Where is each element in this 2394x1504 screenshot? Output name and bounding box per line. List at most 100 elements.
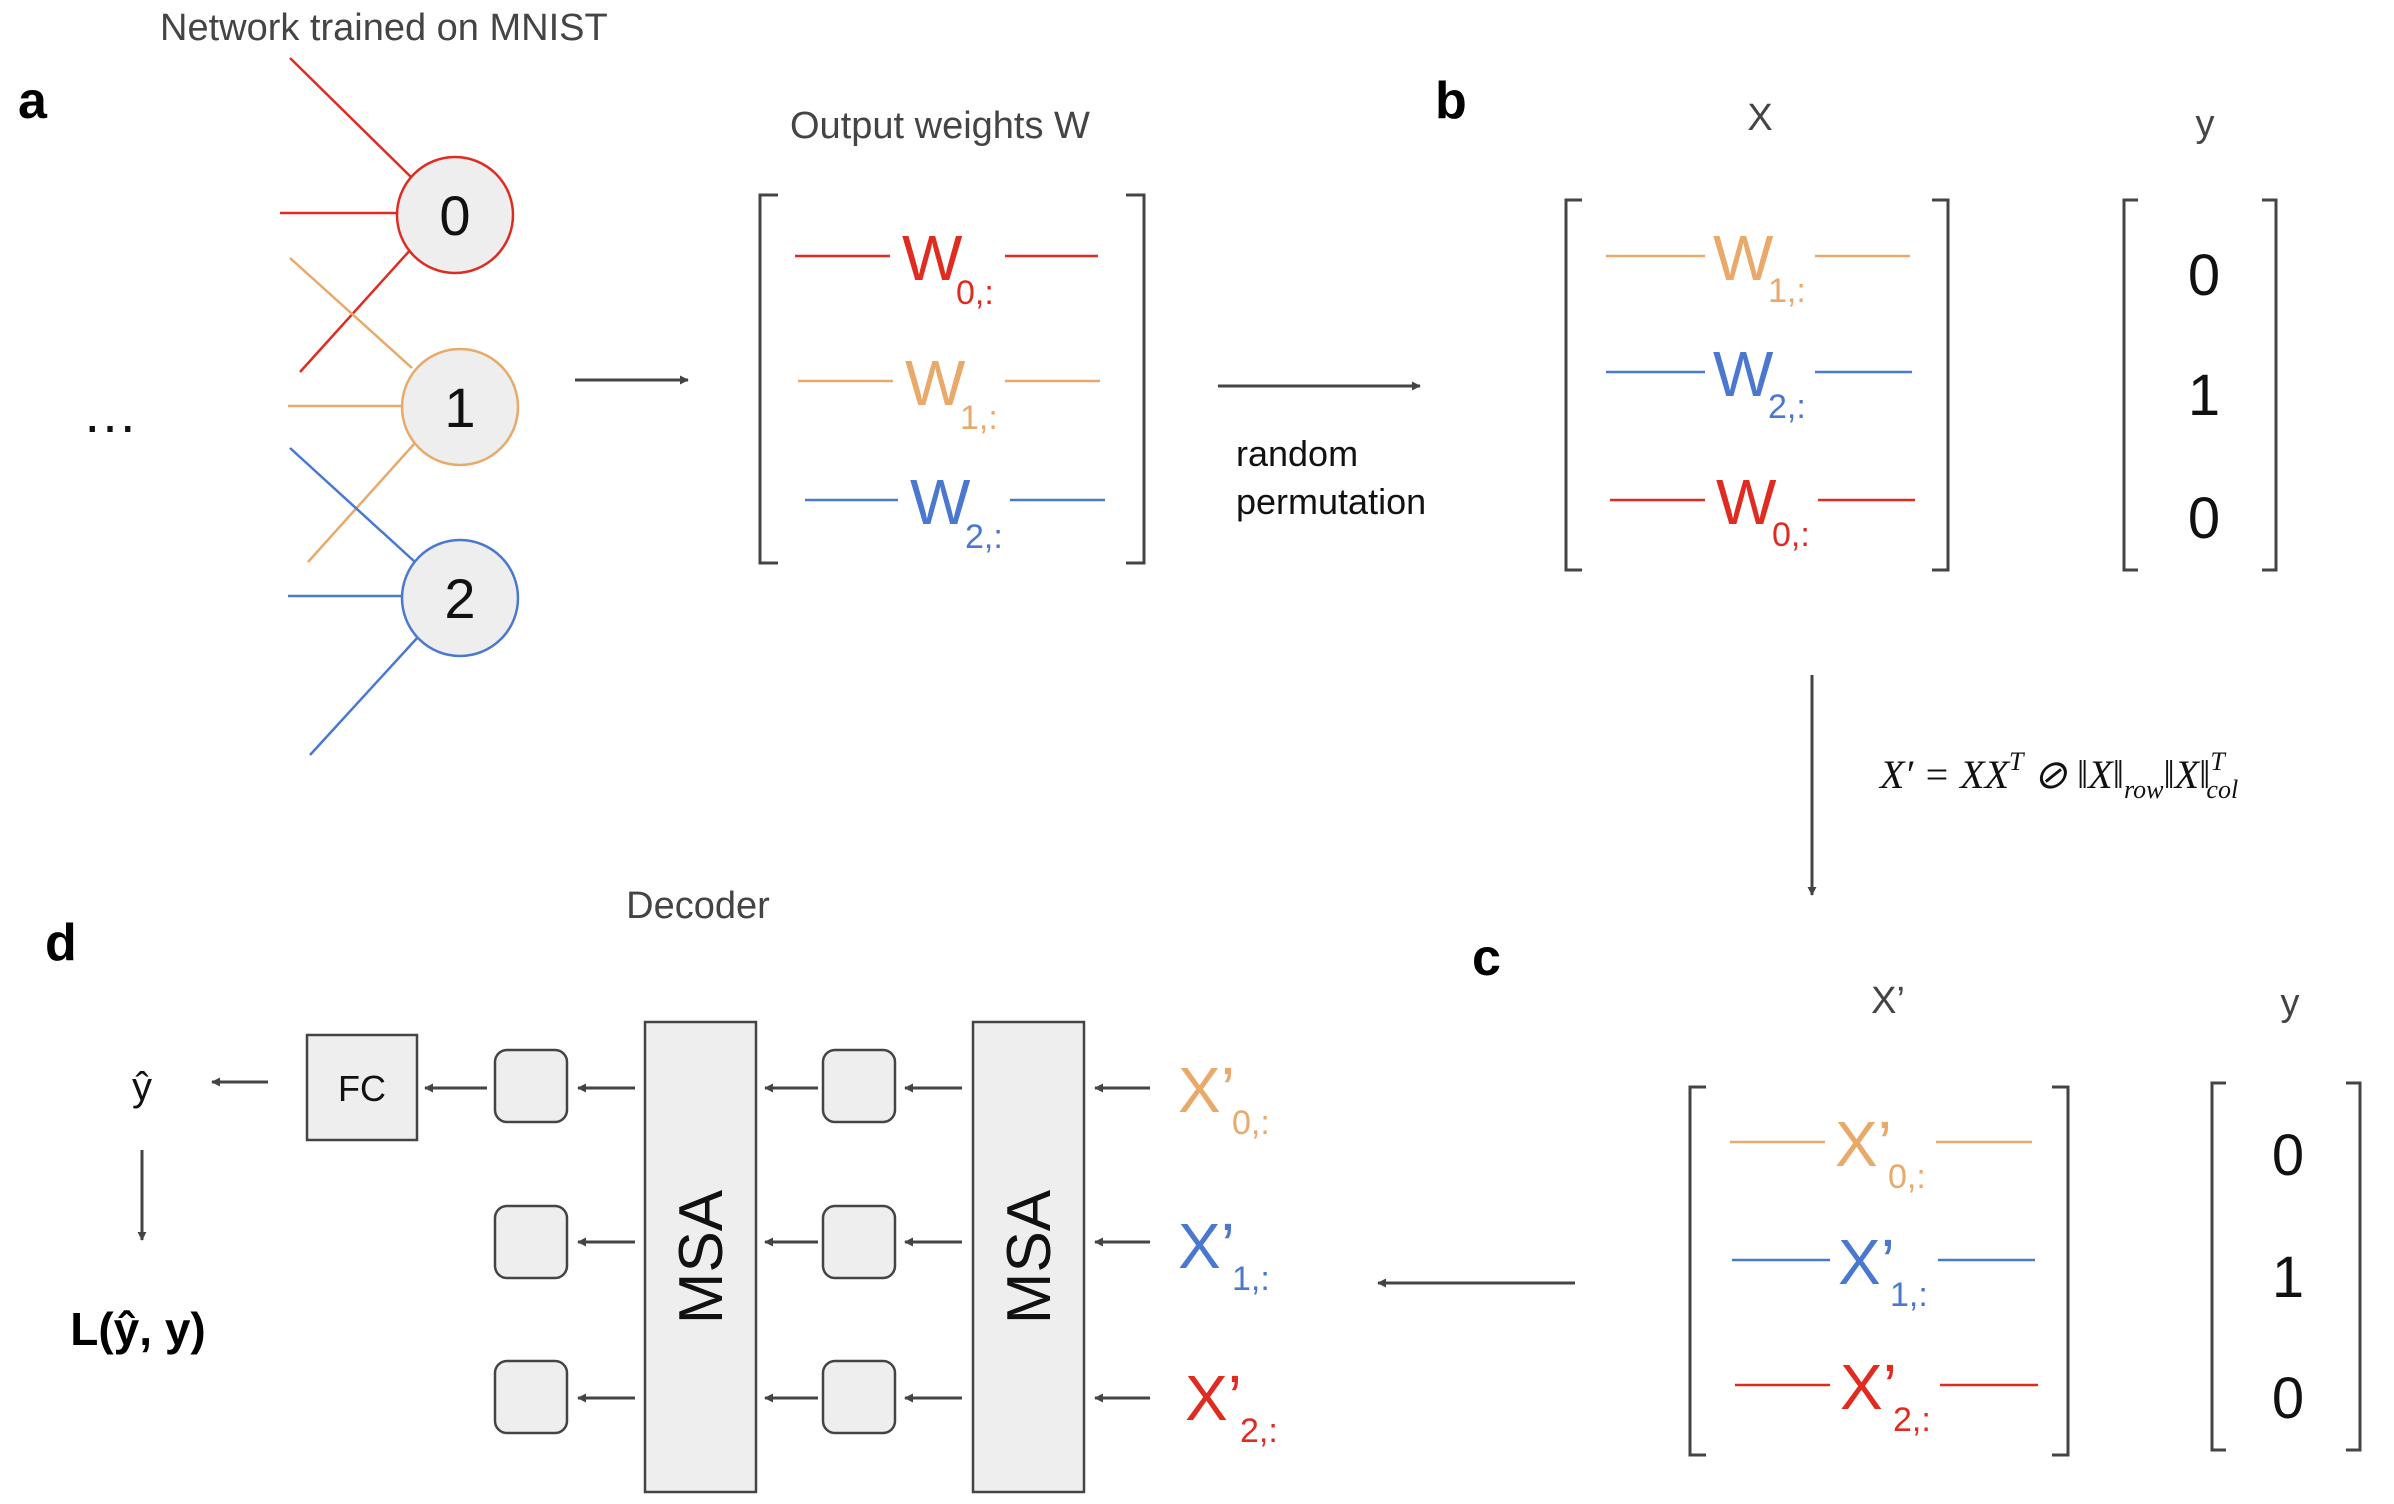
x-row-2-sub: 0,: (1772, 516, 1810, 554)
msa-1-label: MSA (667, 1189, 736, 1324)
xp-row-2-sub: 2,: (1893, 1401, 1931, 1439)
msa-2-label: MSA (995, 1189, 1064, 1324)
edge-red-3 (299, 247, 413, 373)
formula-sup-t: T (2009, 747, 2025, 776)
weights-row-1-main: W (905, 347, 966, 419)
x-row-0: W 1,: (1606, 222, 1910, 310)
permutation-caption-2: permutation (1236, 481, 1426, 522)
x-prime-title: X’ (1871, 980, 1905, 1022)
node-2: 2 (400, 538, 520, 658)
xp-row-0-sub: 0,: (1888, 1158, 1926, 1196)
x-row-0-sub: 1,: (1768, 272, 1806, 310)
formula-left: X′ = XX (1878, 752, 2011, 797)
weights-row-1: W 1,: (798, 347, 1100, 437)
panel-label-d: d (45, 914, 77, 972)
y-b-value-0: 0 (2188, 243, 2220, 308)
decoder-input-1-sub: 1,: (1232, 1260, 1270, 1298)
x-row-1-main: W (1713, 338, 1774, 410)
y-b-value-1: 1 (2188, 363, 2220, 428)
token-1-2 (493, 1359, 569, 1435)
weights-row-2: W 2,: (805, 466, 1105, 556)
edge-orange-3 (307, 442, 416, 563)
y-bracket-right-b (2262, 198, 2278, 572)
permutation-caption-1: random (1236, 433, 1358, 474)
decoder-input-0: X’ 0,: (1178, 1054, 1270, 1142)
y-c-value-1: 1 (2272, 1245, 2304, 1310)
formula-sub-row: row (2124, 775, 2164, 804)
weights-row-0-main: W (902, 222, 963, 294)
msa-block-1: MSA (643, 1020, 758, 1494)
fc-label: FC (338, 1068, 386, 1109)
node-0: 0 (395, 155, 515, 275)
x-title: X (1747, 97, 1772, 139)
network-title: Network trained on MNIST (160, 7, 608, 49)
weights-row-2-main: W (910, 466, 971, 538)
decoder-title: Decoder (626, 885, 770, 927)
token-2-0 (821, 1048, 897, 1124)
y-bracket-left-c (2210, 1081, 2226, 1452)
x-row-1: W 2,: (1606, 338, 1912, 426)
edge-orange-1 (289, 257, 413, 369)
x-row-1-sub: 2,: (1768, 388, 1806, 426)
weights-row-0-sub: 0,: (956, 274, 994, 312)
y-title-b: y (2196, 103, 2215, 145)
decoder-input-1: X’ 1,: (1178, 1210, 1270, 1298)
formula-mid2: ‖X‖ (2163, 752, 2210, 797)
xp-row-1: X’ 1,: (1732, 1226, 2035, 1314)
x-bracket-right (1932, 198, 1950, 572)
decoder-input-0-main: X’ (1178, 1054, 1235, 1126)
weights-title: Output weights W (790, 105, 1090, 147)
decoder-input-0-sub: 0,: (1232, 1104, 1270, 1142)
node-1-label: 1 (444, 376, 475, 439)
y-c-value-0: 0 (2272, 1123, 2304, 1188)
y-b-value-2: 0 (2188, 486, 2220, 551)
panel-label-c: c (1472, 929, 1501, 987)
xp-bracket-left (1688, 1085, 1706, 1457)
edge-red-1 (289, 57, 413, 179)
x-row-0-main: W (1713, 222, 1774, 294)
xp-row-2: X’ 2,: (1735, 1351, 2038, 1439)
normalization-formula: X′ = XXT ⊘ ‖X‖row‖X‖T col (1878, 747, 2238, 804)
msa-block-2: MSA (971, 1020, 1086, 1494)
y-title-c: y (2281, 982, 2300, 1024)
y-bracket-right-c (2346, 1081, 2362, 1452)
xp-row-2-main: X’ (1840, 1351, 1897, 1423)
weights-row-2-sub: 2,: (965, 518, 1003, 556)
xp-row-0-main: X’ (1835, 1108, 1892, 1180)
decoder-input-2: X’ 2,: (1185, 1362, 1278, 1450)
formula-sub-col: col (2206, 775, 2238, 804)
decoder-input-2-sub: 2,: (1240, 1412, 1278, 1450)
x-bracket-left (1564, 198, 1582, 572)
decoder-input-1-main: X’ (1178, 1210, 1235, 1282)
loss: L(ŷ, y) (70, 1303, 205, 1355)
weights-row-1-sub: 1,: (960, 399, 998, 437)
fc-block: FC (305, 1033, 419, 1142)
edge-blue-3 (309, 636, 419, 756)
y-c-value-2: 0 (2272, 1366, 2304, 1431)
token-2-1 (821, 1204, 897, 1280)
formula-mid: ⊘ ‖X‖ (2024, 752, 2124, 797)
decoder-input-2-main: X’ (1185, 1362, 1242, 1434)
token-2-2 (821, 1359, 897, 1435)
node-0-label: 0 (439, 184, 470, 247)
xp-bracket-right (2052, 1085, 2070, 1457)
weights-bracket-left (758, 193, 778, 565)
weights-row-0: W 0,: (795, 222, 1098, 312)
x-row-2: W 0,: (1610, 466, 1915, 554)
xp-row-0: X’ 0,: (1730, 1108, 2032, 1196)
token-1-0 (493, 1048, 569, 1124)
panel-label-a: a (18, 72, 48, 130)
xp-row-1-sub: 1,: (1890, 1276, 1928, 1314)
weights-bracket-right (1126, 193, 1146, 565)
formula-sup-t2: T (2210, 747, 2226, 776)
node-1: 1 (400, 347, 520, 467)
xp-row-1-main: X’ (1838, 1226, 1895, 1298)
token-1-1 (493, 1204, 569, 1280)
network-connections (280, 57, 419, 756)
x-row-2-main: W (1716, 466, 1777, 538)
panel-label-b: b (1435, 72, 1467, 130)
y-bracket-left-b (2122, 198, 2138, 572)
node-2-label: 2 (444, 567, 475, 630)
